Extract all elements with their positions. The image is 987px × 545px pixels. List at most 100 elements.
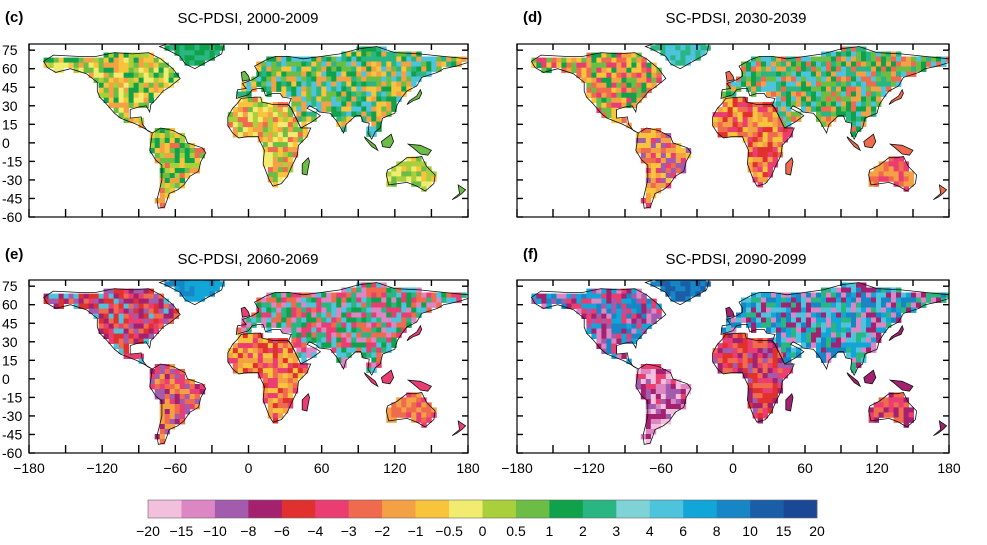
x-tick-label: −60 [649, 460, 673, 476]
colorbar-swatch [582, 500, 617, 518]
y-tick-label: -60 [2, 209, 22, 225]
coastline-newZealand [933, 420, 948, 437]
coastline-southAmerica [149, 127, 207, 209]
coastline-madagascar [785, 156, 794, 176]
coastline-borneo [380, 133, 395, 149]
coastline-japan [406, 88, 423, 105]
land-mosaic-f [530, 280, 949, 445]
x-tick-label: −60 [163, 460, 187, 476]
y-tick-label: 75 [2, 42, 18, 58]
colorbar-label: −15 [170, 523, 194, 539]
x-tick-label: 120 [383, 460, 407, 476]
colorbar-swatch [482, 500, 517, 518]
colorbar-swatch [783, 500, 818, 518]
panel-c: 75 60 45 30 15 0 -15 -30 -45 -60 (c) SC-PDSI, 2000-… [2, 9, 469, 225]
colorbar-swatch [248, 500, 283, 518]
coastline-japan [888, 324, 904, 341]
colorbar-swatch [415, 500, 450, 518]
coastline-uk [240, 70, 251, 82]
colorbar-frame [147, 499, 818, 519]
panel-title: SC-PDSI, 2030-2039 [666, 10, 807, 27]
coastline-newZealand [933, 184, 948, 201]
panel-letter: (c) [5, 9, 23, 26]
y-tick-label: 30 [2, 334, 18, 350]
colorbar-swatch [214, 500, 249, 518]
y-tick-label: 30 [2, 98, 18, 114]
coastline-africa [712, 96, 795, 187]
colorbar: −20 −15 −10 −8 −6 −4 −3 −2 −1 −0.5 0 0.5 1 2 3 4 6 8 10 15 2… [136, 499, 825, 539]
coastline-eurasia [720, 46, 949, 141]
panel-f: −180 −120 −60 0 60 120 180 (f) SC-PDSI, 2090-209… [501, 246, 961, 476]
colorbar-label: −4 [307, 523, 323, 539]
colorbar-swatch [716, 500, 751, 518]
coastline-australia [385, 155, 436, 192]
colorbar-label: −10 [203, 523, 227, 539]
coastline-newGuinea [888, 379, 914, 392]
coastline-eurasia [235, 46, 468, 141]
y-tick-label: 75 [2, 278, 18, 294]
y-tick-label: 15 [2, 116, 18, 132]
land-mosaic-c [43, 44, 468, 209]
colorbar-label: −1 [408, 523, 424, 539]
x-tick-label: −120 [573, 460, 605, 476]
coastline-africa [227, 96, 312, 187]
colorbar-swatch [315, 500, 349, 518]
coastline-australia [868, 391, 918, 428]
panel-title: SC-PDSI, 2090-2099 [666, 251, 807, 268]
colorbar-label: 0.5 [506, 523, 526, 539]
coastline-eurasia [235, 282, 468, 376]
coastline-newGuinea [406, 379, 433, 392]
coastline-southAmerica [149, 363, 207, 445]
colorbar-label: 4 [646, 523, 654, 539]
x-tick-label: 180 [937, 460, 961, 476]
coastline-sumatra [846, 372, 862, 388]
coastline-northAmerica [43, 288, 181, 370]
y-tick-label: -30 [2, 172, 22, 188]
panel-title: SC-PDSI, 2000-2009 [178, 10, 319, 27]
coastline-africa [712, 332, 795, 423]
y-tick-label: -45 [2, 190, 22, 206]
colorbar-label: 8 [713, 523, 721, 539]
colorbar-label: 10 [742, 523, 758, 539]
colorbar-swatch [382, 500, 416, 518]
coastline-newGuinea [888, 143, 914, 156]
colorbar-swatch [515, 500, 550, 518]
colorbar-swatch [348, 500, 383, 518]
colorbar-label: 1 [546, 523, 554, 539]
colorbar-swatch [750, 500, 784, 518]
coastline-africa [227, 332, 312, 423]
colorbar-label: −6 [274, 523, 290, 539]
x-tick-label: 60 [797, 460, 813, 476]
coastline-sumatra [363, 372, 379, 388]
panel-d: (d) SC-PDSI, 2030-2039 [516, 9, 950, 218]
coastline-northAmerica [530, 52, 667, 134]
y-tick-label: -45 [2, 426, 22, 442]
panel-letter: (e) [5, 246, 23, 263]
colorbar-swatch [616, 500, 651, 518]
coastline-madagascar [301, 392, 310, 412]
panel-letter: (f) [523, 246, 538, 263]
colorbar-swatch [549, 500, 584, 518]
x-tick-label: 0 [729, 460, 737, 476]
y-tick-label: 45 [2, 315, 18, 331]
colorbar-label: −0.5 [435, 523, 463, 539]
coastline-australia [385, 391, 436, 428]
colorbar-label: 3 [612, 523, 620, 539]
x-tick-label: −120 [86, 460, 118, 476]
coastline-southAmerica [635, 363, 692, 445]
coastline-borneo [863, 133, 877, 149]
coastline-madagascar [301, 156, 310, 176]
y-tick-label: -60 [2, 445, 22, 461]
coastline-uk [725, 70, 735, 82]
colorbar-label: 20 [809, 523, 825, 539]
colorbar-swatch [683, 500, 717, 518]
colorbar-label: 6 [679, 523, 687, 539]
coastline-newZealand [451, 420, 467, 437]
coastline-greenland [644, 280, 710, 306]
x-tick-label: 120 [865, 460, 889, 476]
panels: 75 60 45 30 15 0 -15 -30 -45 -60 (c) SC-PDSI, 2000-… [2, 9, 961, 476]
coastline-newZealand [451, 184, 467, 201]
colorbar-swatch [649, 500, 684, 518]
coastline-uk [240, 306, 251, 318]
